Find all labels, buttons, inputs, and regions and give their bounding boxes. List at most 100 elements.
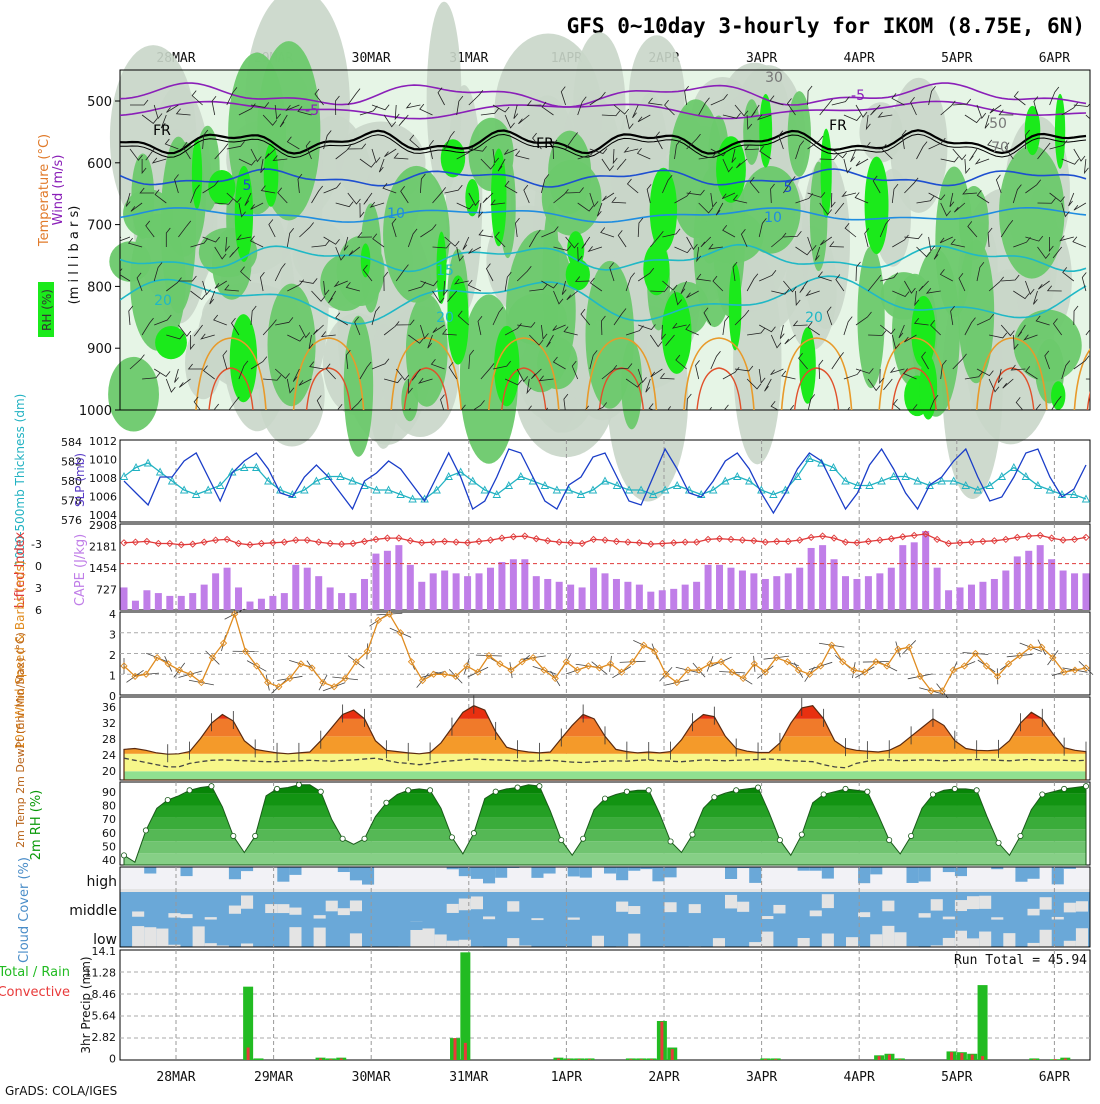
lifted-tick-label: -3 — [31, 538, 42, 551]
cape-bar — [395, 545, 402, 610]
cape-bar — [682, 585, 689, 610]
cloud-high-bar — [181, 867, 193, 876]
rh-point — [340, 836, 345, 841]
t2m-tick-label: 28 — [102, 733, 116, 746]
rh-band — [120, 853, 1090, 865]
footer-credit: GrADS: COLA/IGES — [5, 1084, 117, 1098]
cloud-low-gap — [314, 928, 326, 947]
rh-tick-label: 50 — [102, 840, 116, 853]
precip-convective-bar — [247, 1048, 250, 1060]
precip-convective-bar — [981, 1056, 984, 1060]
cape-bar — [1071, 573, 1078, 610]
cloud-low-gap — [822, 934, 834, 947]
rh-point — [231, 833, 236, 838]
rh-point — [930, 792, 935, 797]
cloud-high-bar — [858, 867, 870, 883]
slp-tick-label: 1012 — [89, 435, 117, 448]
rh-shade-bright — [465, 179, 479, 216]
cape-bar — [957, 587, 964, 610]
cape-bar — [808, 548, 815, 610]
cape-bar — [624, 582, 631, 610]
pressure-tick-label: 500 — [87, 95, 112, 110]
cape-bar — [235, 587, 242, 610]
cloud-low-gap — [1064, 941, 1076, 947]
contour-label: 20 — [805, 310, 823, 326]
cloud-high-bar — [725, 867, 737, 879]
rh-point — [121, 853, 126, 858]
rh-point — [646, 788, 651, 793]
t2m-band — [120, 771, 1090, 780]
rh-shade-bright — [759, 94, 772, 168]
rh-point — [165, 797, 170, 802]
rh-point — [908, 833, 913, 838]
cloud-mid-gap — [882, 901, 894, 912]
cape-bar — [476, 573, 483, 610]
rh-point — [427, 788, 432, 793]
pressure-tick-label: 600 — [87, 157, 112, 172]
cape-bar — [453, 573, 460, 610]
bottom-date-label: 3APR — [746, 1070, 777, 1085]
precip-convective-bar — [774, 1059, 777, 1060]
rh-point — [821, 792, 826, 797]
cloud-mid-gap — [991, 917, 1003, 919]
cape-bar — [441, 571, 448, 610]
cape-bar — [224, 568, 231, 610]
cape-tick-label: 2908 — [89, 519, 117, 532]
cloud-mid-gap — [314, 915, 326, 918]
rh-band — [120, 817, 1090, 829]
rh-shade-green — [743, 99, 760, 165]
cloud-low-gap — [979, 932, 991, 947]
cloud-low-gap — [798, 938, 810, 947]
slp-tick-label: 1008 — [89, 472, 117, 485]
rh-shade-bright — [662, 292, 692, 374]
cape-title: CAPE (J/kg) — [73, 534, 88, 606]
cloud-mid-gap — [858, 912, 870, 917]
chart-title: GFS 0~10day 3-hourly for IKOM (8.75E, 6N… — [567, 14, 1085, 38]
contour-label: FR — [153, 123, 171, 139]
cape-bar — [716, 565, 723, 610]
cloud-high-bar — [749, 867, 761, 883]
cape-bar — [1014, 556, 1021, 610]
rh-point — [318, 789, 323, 794]
rh-point — [493, 789, 498, 794]
rh-point — [1083, 784, 1088, 789]
rh-point — [449, 835, 454, 840]
top-date-label: 5APR — [941, 51, 972, 66]
cloud-mid-gap — [822, 894, 834, 908]
rh-point — [537, 784, 542, 789]
bottom-date-label: 30MAR — [352, 1070, 391, 1085]
cloud-mid-gap — [447, 904, 459, 913]
cloud-mid-gap — [725, 895, 737, 909]
t2m-tick-label: 32 — [102, 717, 116, 730]
cape-bar — [189, 593, 196, 610]
rh-band — [120, 841, 1090, 853]
cloud-low-gap — [967, 938, 979, 947]
rh-shade-bright — [491, 149, 506, 247]
cloud-mid-gap — [277, 904, 289, 913]
cloud-low-gap — [882, 926, 894, 947]
precip-convective-bar — [950, 1052, 953, 1060]
contour-label: FR — [536, 136, 554, 152]
rh-point — [690, 832, 695, 837]
cape-tick-label: 727 — [96, 584, 117, 597]
rh-point — [1018, 833, 1023, 838]
rh-point — [996, 840, 1001, 845]
precip-total-bar — [978, 985, 988, 1060]
rh-shade-bright — [865, 157, 889, 255]
slp-tick-label: 1010 — [89, 454, 117, 467]
cape-bar — [281, 593, 288, 610]
rh-tick-label: 70 — [102, 813, 116, 826]
cloud-mid-gap — [483, 916, 495, 919]
pressure-tick-label: 800 — [87, 280, 112, 295]
cloud-mid-gap — [919, 913, 931, 917]
cloud-low-gap — [713, 938, 725, 947]
rh-point — [843, 786, 848, 791]
rh-tick-label: 90 — [102, 786, 116, 799]
cloud-high-bar — [1015, 867, 1027, 882]
rh-shade-bright — [566, 259, 590, 291]
cape-bar — [831, 559, 838, 610]
slp-title: SLP (mb) — [73, 453, 87, 507]
